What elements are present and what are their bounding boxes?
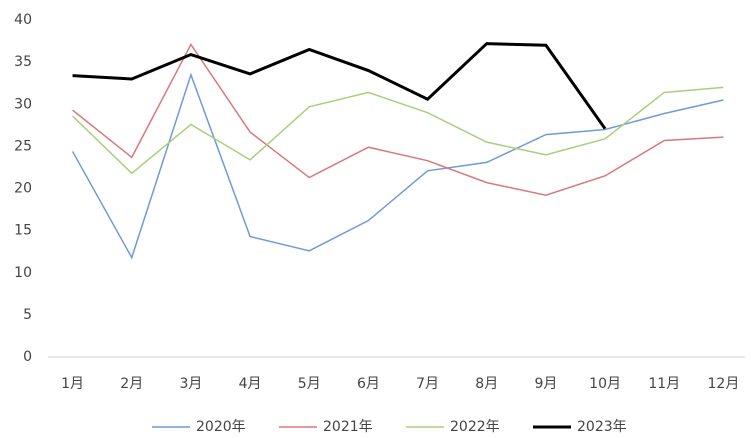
line-series bbox=[72, 42, 607, 130]
line-series bbox=[72, 86, 724, 175]
line-series bbox=[72, 42, 724, 197]
y-tick-label: 0 bbox=[23, 349, 32, 365]
x-tick-label: 11月 bbox=[648, 376, 680, 392]
y-tick-label: 10 bbox=[14, 265, 32, 281]
y-tick-label: 15 bbox=[14, 223, 32, 239]
x-tick-label: 4月 bbox=[239, 376, 262, 392]
legend-label: 2021年 bbox=[323, 419, 373, 435]
y-tick-label: 20 bbox=[14, 181, 32, 197]
x-tick-label: 8月 bbox=[475, 376, 498, 392]
y-tick-label: 35 bbox=[14, 54, 32, 70]
y-tick-label: 40 bbox=[14, 12, 32, 28]
x-tick-label: 6月 bbox=[357, 376, 380, 392]
x-tick-label: 9月 bbox=[534, 376, 557, 392]
x-tick-label: 7月 bbox=[416, 376, 439, 392]
legend-label: 2023年 bbox=[577, 419, 627, 435]
y-tick-label: 25 bbox=[14, 138, 32, 154]
x-tick-label: 2月 bbox=[120, 376, 143, 392]
x-tick-label: 10月 bbox=[589, 376, 621, 392]
legend-label: 2022年 bbox=[450, 419, 500, 435]
x-tick-label: 1月 bbox=[61, 376, 84, 392]
x-tick-label: 3月 bbox=[179, 376, 202, 392]
line-series bbox=[71, 72, 724, 260]
y-tick-label: 30 bbox=[14, 96, 32, 112]
y-tick-label: 5 bbox=[23, 307, 32, 323]
x-tick-label: 12月 bbox=[708, 376, 740, 392]
x-tick-label: 5月 bbox=[298, 376, 321, 392]
legend-label: 2020年 bbox=[196, 419, 246, 435]
